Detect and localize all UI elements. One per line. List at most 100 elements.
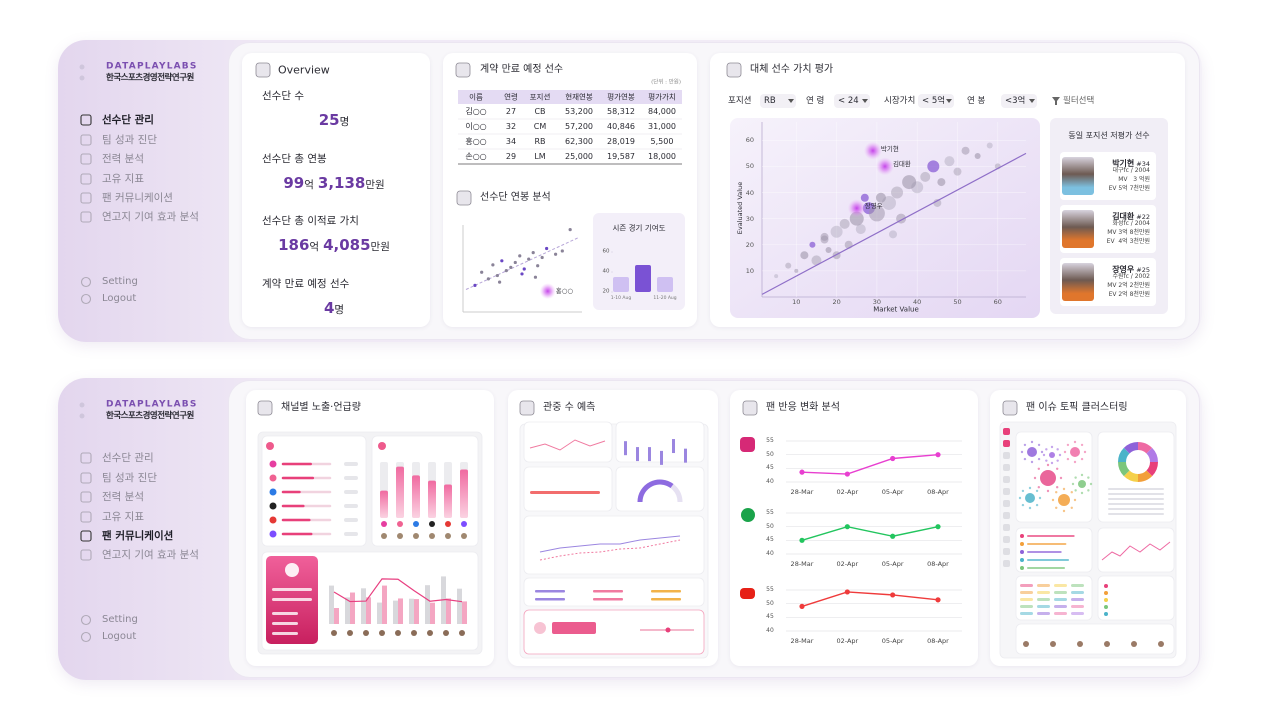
filter-label: 연 봉 bbox=[967, 95, 986, 106]
table-cell: 62,300 bbox=[565, 137, 593, 146]
y-tick-label: 40 bbox=[602, 268, 610, 275]
y-tick-label: 50 bbox=[766, 522, 774, 530]
filter-value[interactable]: RB bbox=[764, 95, 776, 106]
x-tick-label: 10 bbox=[792, 297, 801, 306]
footer-item[interactable]: Setting bbox=[102, 614, 138, 625]
menu-item[interactable]: 팬 커뮤니케이션 bbox=[102, 191, 173, 204]
filter-value[interactable]: < 5억 bbox=[922, 95, 946, 106]
filter-chip bbox=[834, 94, 870, 108]
menu-item[interactable]: 연고지 기여 효과 분석 bbox=[102, 210, 199, 223]
card bbox=[246, 390, 494, 666]
table-header-cell: 평가가치 bbox=[648, 92, 676, 102]
table-cell: 손○○ bbox=[465, 152, 487, 161]
text-part: #34 bbox=[1136, 160, 1150, 168]
y-tick-label: 40 bbox=[745, 188, 754, 197]
table-cell: LM bbox=[534, 152, 546, 161]
table-header-cell: 포지션 bbox=[529, 92, 551, 102]
x-tick-label: 28-Mar bbox=[790, 487, 814, 496]
menu-item[interactable]: 고유 지표 bbox=[102, 510, 144, 523]
menu-item[interactable]: 전력 분석 bbox=[102, 152, 144, 165]
menu-item[interactable]: 전력 분석 bbox=[102, 490, 144, 503]
menu-item[interactable]: 연고지 기여 효과 분석 bbox=[102, 548, 199, 561]
kpi-label: 선수단 총 연봉 bbox=[262, 152, 327, 165]
kpi-label: 선수단 총 이적료 가치 bbox=[262, 214, 359, 227]
card-title: 팬 이슈 토픽 클러스터링 bbox=[1026, 402, 1128, 413]
footer-item[interactable]: Logout bbox=[102, 293, 137, 304]
y-tick-label: 55 bbox=[766, 586, 774, 593]
text-part: #22 bbox=[1136, 213, 1150, 221]
y-tick-label: 50 bbox=[766, 450, 774, 458]
player-photo bbox=[1062, 210, 1094, 248]
menu-item[interactable]: 선수단 관리 bbox=[102, 113, 154, 126]
x-tick-label: 40 bbox=[913, 297, 922, 306]
filter-button[interactable]: 필터선택 bbox=[1063, 95, 1095, 106]
filter-chip bbox=[760, 94, 796, 108]
footer-item[interactable]: Logout bbox=[102, 631, 137, 642]
table-cell: RB bbox=[534, 137, 546, 146]
x-tick-label: 08-Apr bbox=[927, 636, 949, 645]
x-tick-label: 05-Apr bbox=[881, 636, 904, 645]
x-tick-label: 08-Apr bbox=[927, 559, 949, 568]
text-part: 억 bbox=[304, 179, 314, 191]
table-header-cell: 이름 bbox=[469, 92, 483, 102]
filter-chip bbox=[1001, 94, 1037, 108]
table-cell: 34 bbox=[505, 137, 517, 146]
highlight-label: 장영우 bbox=[864, 201, 883, 210]
card-title: 대체 선수 가치 평가 bbox=[750, 64, 834, 75]
filter-value[interactable]: < 24 bbox=[838, 95, 859, 106]
table-cell: 31,000 bbox=[648, 122, 676, 131]
y-tick-label: 45 bbox=[766, 613, 774, 621]
y-tick-label: 55 bbox=[766, 437, 774, 444]
y-tick-label: 60 bbox=[602, 248, 610, 255]
text-part: 장영우 bbox=[1112, 265, 1135, 274]
kpi-label: 계약 만료 예정 선수 bbox=[262, 277, 350, 290]
x-tick-label: 28-Mar bbox=[790, 559, 814, 568]
table-cell: CM bbox=[533, 122, 547, 131]
text-part: 박기현 bbox=[1112, 159, 1135, 168]
menu-item[interactable]: 팬 커뮤니케이션 bbox=[102, 529, 174, 542]
x-tick-label: 08-Apr bbox=[927, 487, 949, 496]
brand-name: DATAPLAYLABS bbox=[106, 399, 198, 410]
text-part: 만원 bbox=[365, 179, 385, 191]
table-cell: 57,200 bbox=[565, 122, 593, 131]
text-part: 명 bbox=[334, 304, 345, 316]
table-header-cell: 평가연봉 bbox=[607, 92, 635, 102]
x-tick-label: 02-Apr bbox=[836, 636, 859, 645]
table-cell: 이○○ bbox=[465, 122, 487, 131]
menu-item[interactable]: 팀 성과 진단 bbox=[102, 133, 157, 146]
point-label: 홍○○ bbox=[555, 286, 574, 295]
table-cell: 19,587 bbox=[607, 152, 635, 161]
footer-item[interactable]: Setting bbox=[102, 276, 138, 287]
table-cell: 홍○○ bbox=[465, 137, 487, 146]
x-tick-label: 50 bbox=[953, 297, 962, 306]
highlight-label: 김대환 bbox=[892, 160, 911, 169]
menu-item[interactable]: 팀 성과 진단 bbox=[102, 471, 157, 484]
text-part: 3,138 bbox=[317, 174, 366, 192]
table-cell: 53,200 bbox=[565, 107, 593, 116]
card bbox=[990, 390, 1186, 666]
section-title: 동일 포지션 저평가 선수 bbox=[1068, 131, 1150, 140]
card-title: Overview bbox=[278, 63, 330, 77]
x-tick-label: 60 bbox=[993, 297, 1002, 306]
x-tick-label: 1-10 Aug bbox=[610, 295, 632, 301]
card bbox=[508, 390, 718, 666]
x-tick-label: 11-20 Aug bbox=[653, 295, 677, 301]
text-part: 4,085 bbox=[323, 236, 371, 254]
filter-value[interactable]: <3억 bbox=[1005, 95, 1026, 106]
y-axis-label: Evaluated Value bbox=[735, 181, 744, 235]
text-part: 4 bbox=[323, 299, 335, 317]
y-tick-label: 60 bbox=[745, 136, 754, 145]
text-part: 25 bbox=[318, 111, 340, 129]
x-tick-label: 02-Apr bbox=[836, 487, 859, 496]
player-team: 수원fc / 2002 bbox=[1112, 273, 1150, 280]
card bbox=[242, 53, 430, 327]
player-name: 박기현 #34 bbox=[1112, 153, 1150, 169]
menu-item[interactable]: 선수단 관리 bbox=[102, 451, 154, 464]
menu-item[interactable]: 고유 지표 bbox=[102, 172, 144, 185]
filter-label: 포지션 bbox=[728, 95, 752, 106]
y-tick-label: 40 bbox=[766, 550, 774, 557]
unit-note: (단위 : 만원) bbox=[651, 79, 681, 86]
table-cell: 40,846 bbox=[607, 122, 635, 131]
player-ev: EV 2억 8천만원 bbox=[1108, 291, 1150, 298]
